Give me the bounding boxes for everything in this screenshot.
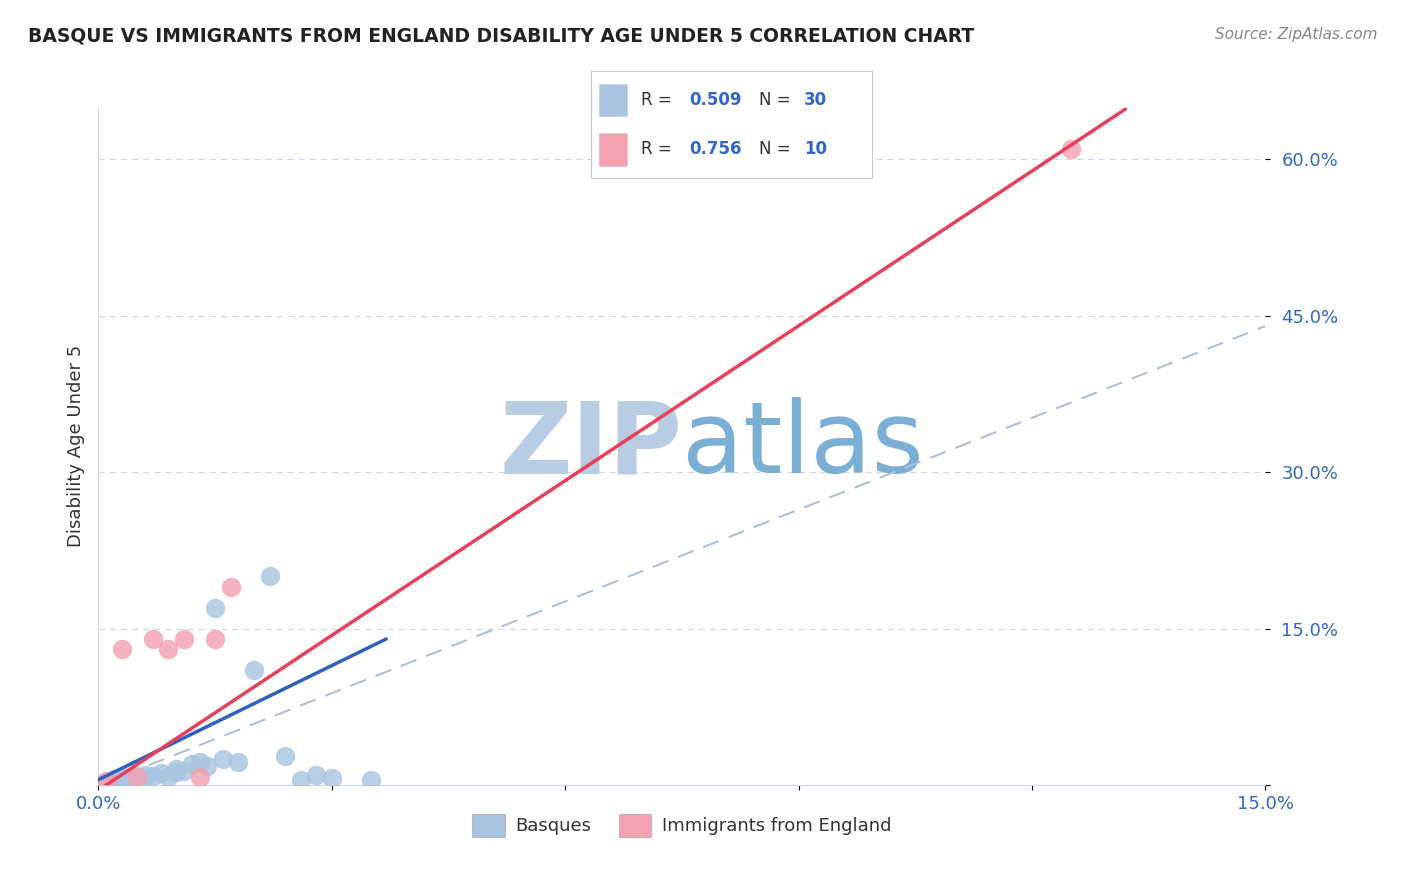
Point xyxy=(259,569,281,583)
Point xyxy=(165,765,187,780)
Point xyxy=(157,770,180,784)
Point xyxy=(290,772,312,787)
Point xyxy=(111,772,134,787)
Text: atlas: atlas xyxy=(682,398,924,494)
Point xyxy=(228,755,250,769)
Point xyxy=(127,772,149,786)
Point xyxy=(142,768,165,782)
Point xyxy=(180,757,202,772)
Point xyxy=(188,755,211,769)
Text: 0.509: 0.509 xyxy=(689,91,741,109)
Point xyxy=(142,632,165,646)
Text: R =: R = xyxy=(641,91,678,109)
Point xyxy=(157,642,180,657)
Text: R =: R = xyxy=(641,141,678,159)
Point xyxy=(204,632,226,646)
Point xyxy=(243,663,266,677)
Point xyxy=(321,771,343,785)
Legend: Basques, Immigrants from England: Basques, Immigrants from England xyxy=(465,807,898,844)
Point xyxy=(360,772,382,787)
Text: 30: 30 xyxy=(804,91,827,109)
Text: N =: N = xyxy=(759,141,796,159)
Point xyxy=(149,766,172,780)
Point xyxy=(127,768,149,782)
Text: Source: ZipAtlas.com: Source: ZipAtlas.com xyxy=(1215,27,1378,42)
Point xyxy=(111,770,134,784)
Point xyxy=(165,762,187,776)
Point xyxy=(173,764,195,779)
Bar xyxy=(599,134,627,166)
Bar xyxy=(599,84,627,116)
Point xyxy=(96,773,118,788)
Point xyxy=(127,770,149,784)
Text: 0.756: 0.756 xyxy=(689,141,741,159)
Point xyxy=(134,771,156,785)
Point xyxy=(1060,142,1083,156)
Point xyxy=(103,772,125,786)
Point xyxy=(188,770,211,784)
Point xyxy=(96,774,118,789)
Point xyxy=(173,632,195,646)
Point xyxy=(103,773,125,788)
Point xyxy=(111,642,134,657)
Y-axis label: Disability Age Under 5: Disability Age Under 5 xyxy=(66,345,84,547)
Point xyxy=(118,771,141,785)
Text: ZIP: ZIP xyxy=(499,398,682,494)
Point xyxy=(195,759,218,773)
Point xyxy=(274,748,297,763)
Point xyxy=(134,767,156,781)
Point xyxy=(305,767,328,781)
Point xyxy=(219,580,242,594)
Text: BASQUE VS IMMIGRANTS FROM ENGLAND DISABILITY AGE UNDER 5 CORRELATION CHART: BASQUE VS IMMIGRANTS FROM ENGLAND DISABI… xyxy=(28,27,974,45)
Point xyxy=(204,600,226,615)
Text: 10: 10 xyxy=(804,141,827,159)
Point xyxy=(212,752,235,766)
Point xyxy=(118,773,141,788)
Text: N =: N = xyxy=(759,91,796,109)
